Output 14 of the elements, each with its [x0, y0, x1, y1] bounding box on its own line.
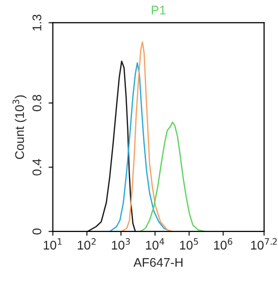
x-tick-label: 10$^{1}$: [44, 238, 62, 250]
x-axis-title: AF647-H: [133, 258, 182, 267]
x-tick-label: 10$^{2}$: [78, 238, 96, 250]
x-tick-label: 10$^{7.2}$: [251, 238, 277, 250]
y-tick-label: 0: [32, 228, 42, 234]
x-tick-label: 10$^{3}$: [112, 238, 130, 250]
x-tick-label: 10$^{6}$: [214, 238, 232, 250]
x-tick-label: 10$^{5}$: [180, 238, 198, 250]
chart-title: P1: [152, 6, 166, 14]
y-tick-label: 1.3: [32, 14, 42, 30]
y-axis-title: Count (10$^{3}$): [12, 95, 26, 160]
y-tick-label: 0.4: [32, 158, 42, 176]
y-tick-label: 0.8: [32, 94, 42, 112]
x-tick-label: 10$^{4}$: [146, 238, 164, 250]
